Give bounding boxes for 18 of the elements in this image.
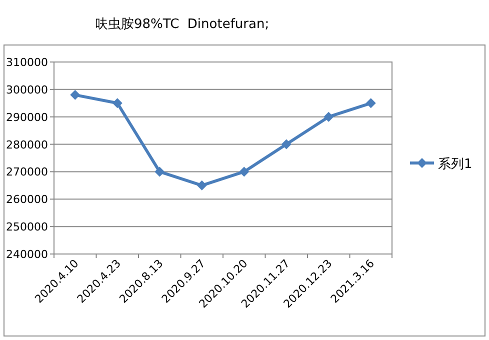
point: [154, 166, 165, 177]
y-tick-label: 240000: [6, 248, 48, 261]
legend-label: 系列1: [438, 157, 472, 172]
y-tick-label: 260000: [6, 193, 48, 206]
point: [239, 166, 250, 177]
point: [324, 112, 334, 122]
point: [70, 90, 80, 100]
y-tick-label: 290000: [6, 110, 48, 124]
y-tick-label: 270000: [6, 166, 48, 179]
y-tick-label: 310000: [6, 56, 48, 69]
y-tick-label: 280000: [6, 138, 48, 152]
point: [281, 139, 292, 150]
y-tick-label: 250000: [6, 220, 48, 234]
chart-title: 呋虫胺98%TC Dinotefuran;: [95, 17, 270, 32]
point: [366, 98, 376, 108]
point: [112, 98, 122, 108]
point: [196, 180, 207, 190]
y-tick-label: 300000: [6, 83, 48, 96]
